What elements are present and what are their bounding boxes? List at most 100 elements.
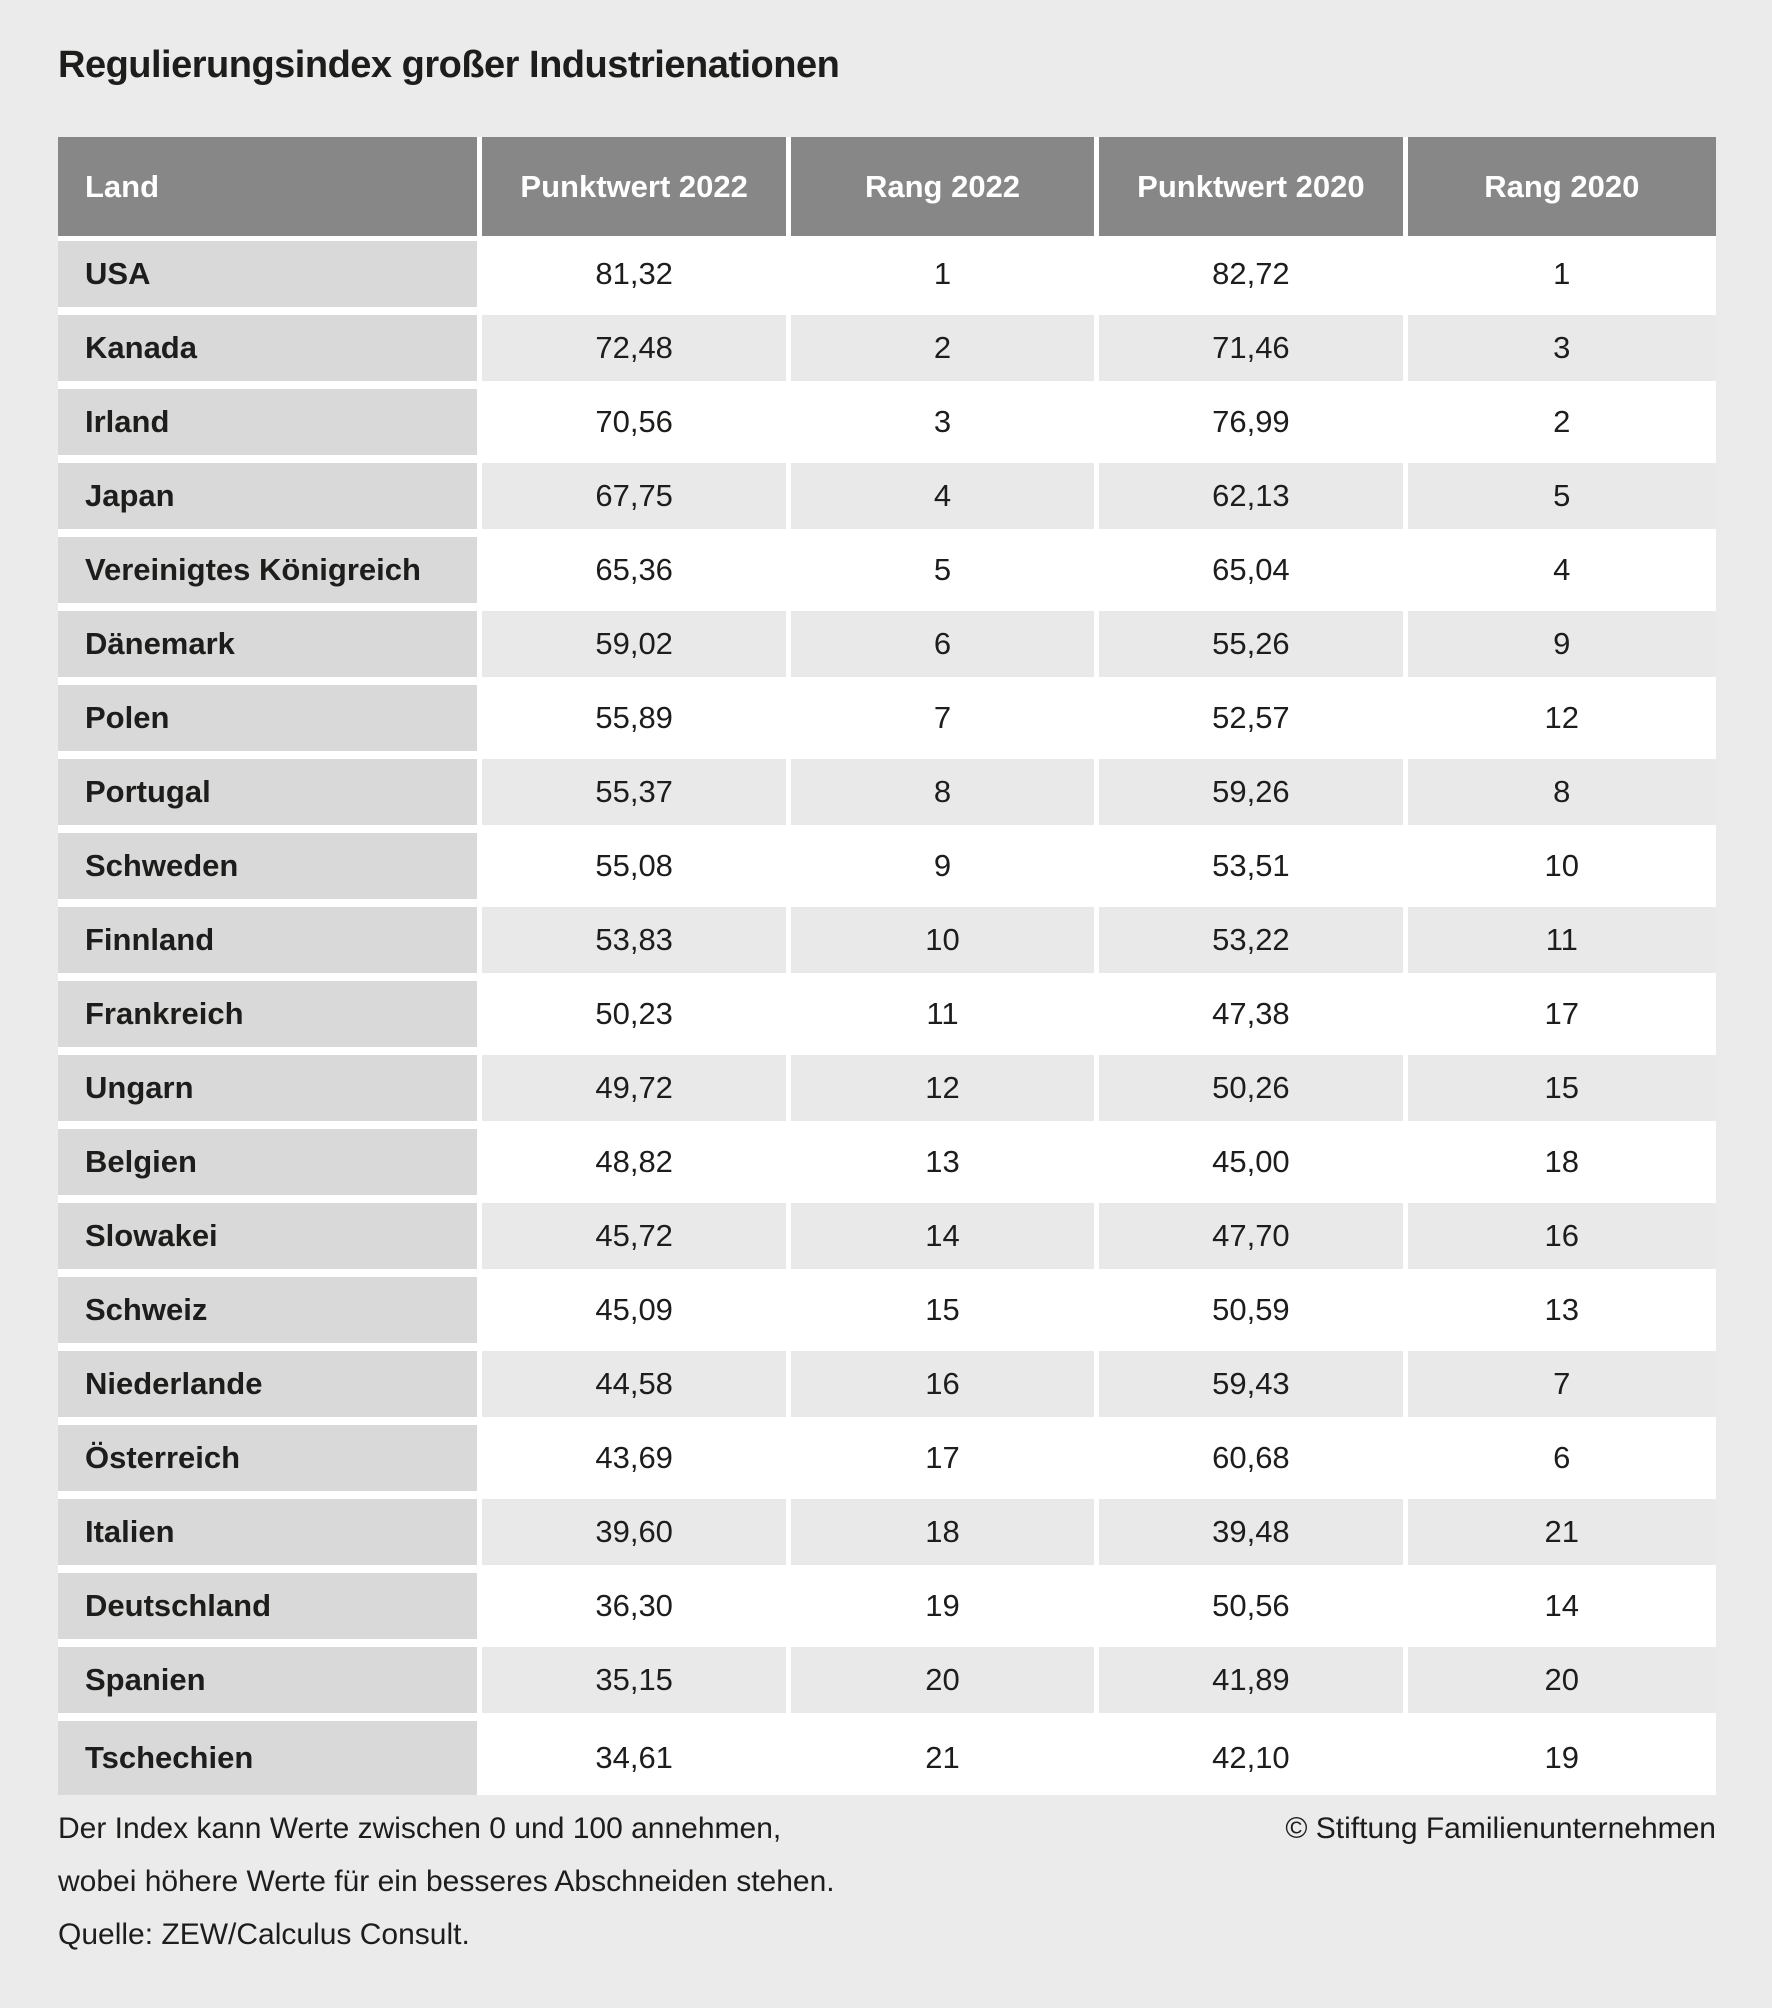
cell-rang-2022: 3 [790, 389, 1100, 463]
cell-punktwert-2020: 41,89 [1099, 1647, 1408, 1721]
table-row: Niederlande 44,58 16 59,43 7 [58, 1351, 1716, 1425]
table-body: USA 81,32 1 82,72 1 Kanada 72,48 2 71,46… [58, 241, 1716, 1795]
cell-punktwert-2022: 55,37 [482, 759, 791, 833]
cell-land: Ungarn [58, 1055, 483, 1129]
table-row: Kanada 72,48 2 71,46 3 [58, 315, 1716, 389]
cell-rang-2022: 4 [790, 463, 1100, 537]
cell-rang-2020: 16 [1407, 1203, 1716, 1277]
cell-punktwert-2020: 59,26 [1099, 759, 1408, 833]
cell-punktwert-2020: 50,56 [1099, 1573, 1408, 1647]
copyright-note: © Stiftung Familienunternehmen [1285, 1812, 1716, 1845]
cell-punktwert-2022: 48,82 [482, 1129, 791, 1203]
cell-land: Finnland [58, 907, 483, 981]
cell-land: Vereinigtes Königreich [58, 537, 483, 611]
cell-rang-2022: 7 [790, 685, 1100, 759]
cell-punktwert-2020: 71,46 [1099, 315, 1408, 389]
column-header-rang-2020: Rang 2020 [1407, 137, 1716, 241]
cell-punktwert-2022: 81,32 [482, 241, 791, 315]
figure-footer: Der Index kann Werte zwischen 0 und 100 … [58, 1802, 1716, 1961]
cell-rang-2022: 19 [790, 1573, 1100, 1647]
cell-punktwert-2022: 67,75 [482, 463, 791, 537]
table-row: Japan 67,75 4 62,13 5 [58, 463, 1716, 537]
cell-land: Schweden [58, 833, 483, 907]
cell-rang-2020: 9 [1407, 611, 1716, 685]
cell-punktwert-2020: 53,51 [1099, 833, 1408, 907]
cell-land: Niederlande [58, 1351, 483, 1425]
cell-rang-2022: 13 [790, 1129, 1100, 1203]
cell-land: Japan [58, 463, 483, 537]
cell-rang-2020: 8 [1407, 759, 1716, 833]
cell-rang-2020: 2 [1407, 389, 1716, 463]
cell-punktwert-2020: 47,38 [1099, 981, 1408, 1055]
table-row: Frankreich 50,23 11 47,38 17 [58, 981, 1716, 1055]
cell-rang-2020: 19 [1407, 1721, 1716, 1795]
cell-punktwert-2022: 34,61 [482, 1721, 791, 1795]
cell-rang-2020: 1 [1407, 241, 1716, 315]
cell-land: USA [58, 241, 483, 315]
cell-punktwert-2022: 72,48 [482, 315, 791, 389]
cell-punktwert-2020: 47,70 [1099, 1203, 1408, 1277]
cell-land: Frankreich [58, 981, 483, 1055]
cell-punktwert-2020: 76,99 [1099, 389, 1408, 463]
cell-punktwert-2022: 45,72 [482, 1203, 791, 1277]
column-header-punktwert-2022: Punktwert 2022 [482, 137, 791, 241]
table-row: Ungarn 49,72 12 50,26 15 [58, 1055, 1716, 1129]
cell-land: Deutschland [58, 1573, 483, 1647]
cell-rang-2020: 11 [1407, 907, 1716, 981]
column-header-land: Land [58, 137, 483, 241]
table-row: Portugal 55,37 8 59,26 8 [58, 759, 1716, 833]
cell-land: Portugal [58, 759, 483, 833]
cell-land: Slowakei [58, 1203, 483, 1277]
table-row: Spanien 35,15 20 41,89 20 [58, 1647, 1716, 1721]
table-row: Irland 70,56 3 76,99 2 [58, 389, 1716, 463]
cell-punktwert-2022: 36,30 [482, 1573, 791, 1647]
cell-rang-2020: 10 [1407, 833, 1716, 907]
cell-punktwert-2020: 50,26 [1099, 1055, 1408, 1129]
cell-land: Belgien [58, 1129, 483, 1203]
column-header-punktwert-2020: Punktwert 2020 [1099, 137, 1408, 241]
index-note-line-1: Der Index kann Werte zwischen 0 und 100 … [58, 1812, 782, 1845]
cell-rang-2020: 3 [1407, 315, 1716, 389]
cell-rang-2022: 14 [790, 1203, 1100, 1277]
cell-rang-2020: 21 [1407, 1499, 1716, 1573]
table-row: Schweiz 45,09 15 50,59 13 [58, 1277, 1716, 1351]
cell-land: Kanada [58, 315, 483, 389]
cell-punktwert-2022: 39,60 [482, 1499, 791, 1573]
table-row: Belgien 48,82 13 45,00 18 [58, 1129, 1716, 1203]
cell-punktwert-2020: 50,59 [1099, 1277, 1408, 1351]
table-row: Deutschland 36,30 19 50,56 14 [58, 1573, 1716, 1647]
cell-punktwert-2022: 55,89 [482, 685, 791, 759]
cell-rang-2022: 10 [790, 907, 1100, 981]
cell-punktwert-2020: 59,43 [1099, 1351, 1408, 1425]
table-row: Dänemark 59,02 6 55,26 9 [58, 611, 1716, 685]
cell-punktwert-2022: 65,36 [482, 537, 791, 611]
cell-land: Schweiz [58, 1277, 483, 1351]
cell-land: Österreich [58, 1425, 483, 1499]
cell-punktwert-2020: 65,04 [1099, 537, 1408, 611]
cell-punktwert-2022: 45,09 [482, 1277, 791, 1351]
cell-rang-2022: 16 [790, 1351, 1100, 1425]
table-row: Schweden 55,08 9 53,51 10 [58, 833, 1716, 907]
cell-punktwert-2022: 59,02 [482, 611, 791, 685]
cell-rang-2020: 20 [1407, 1647, 1716, 1721]
cell-rang-2022: 15 [790, 1277, 1100, 1351]
table-row: Slowakei 45,72 14 47,70 16 [58, 1203, 1716, 1277]
cell-punktwert-2020: 62,13 [1099, 463, 1408, 537]
regulation-index-table: Land Punktwert 2022 Rang 2022 Punktwert … [58, 137, 1716, 1795]
cell-rang-2020: 18 [1407, 1129, 1716, 1203]
cell-rang-2020: 15 [1407, 1055, 1716, 1129]
cell-land: Polen [58, 685, 483, 759]
cell-rang-2022: 17 [790, 1425, 1100, 1499]
cell-rang-2022: 2 [790, 315, 1100, 389]
cell-punktwert-2020: 52,57 [1099, 685, 1408, 759]
cell-rang-2022: 9 [790, 833, 1100, 907]
cell-punktwert-2022: 55,08 [482, 833, 791, 907]
cell-rang-2022: 12 [790, 1055, 1100, 1129]
cell-rang-2020: 12 [1407, 685, 1716, 759]
cell-punktwert-2022: 50,23 [482, 981, 791, 1055]
table-row: USA 81,32 1 82,72 1 [58, 241, 1716, 315]
header-row: Land Punktwert 2022 Rang 2022 Punktwert … [58, 137, 1716, 241]
cell-punktwert-2022: 70,56 [482, 389, 791, 463]
table-row: Polen 55,89 7 52,57 12 [58, 685, 1716, 759]
